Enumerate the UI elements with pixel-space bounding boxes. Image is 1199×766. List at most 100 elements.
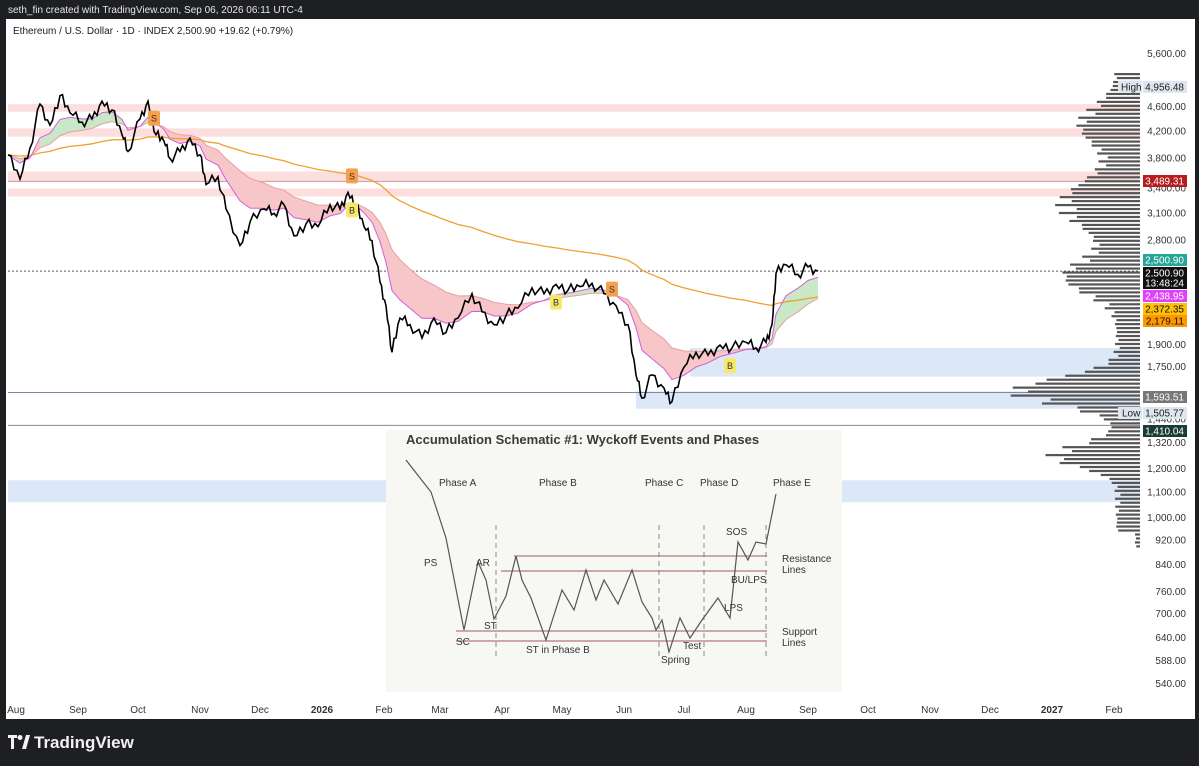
signal-label: B <box>553 297 559 307</box>
time-tick-label: Oct <box>130 705 146 716</box>
price-tag-box <box>1143 315 1187 327</box>
bear-band <box>250 178 264 209</box>
volume-bar <box>1093 235 1140 238</box>
volume-bar <box>1091 140 1140 143</box>
volume-bar <box>1104 307 1140 310</box>
signal-markers: S S B B S B <box>148 110 736 373</box>
volume-bar <box>1106 92 1140 96</box>
volume-bar <box>1046 378 1140 381</box>
volume-bar <box>1093 366 1140 369</box>
price-tag-value: 2,438.95 <box>1145 292 1184 303</box>
bear-band <box>472 295 482 312</box>
time-tick-label: Feb <box>1105 705 1123 716</box>
ema-slow-line <box>7 121 819 353</box>
bear-band <box>482 298 494 317</box>
volume-bar <box>1089 469 1140 473</box>
volume-bar <box>1116 76 1140 80</box>
volume-bar <box>1096 100 1140 103</box>
schematic-lines <box>405 459 777 658</box>
volume-bar <box>1109 477 1140 481</box>
time-tick-label: Oct <box>860 705 876 716</box>
price-axis: 5,600.00 4,600.00 4,200.00 3,800.00 3,400.00… <box>1147 49 1186 690</box>
price-tag-value: 2,179.11 <box>1146 317 1185 328</box>
high-label: High <box>1121 82 1142 93</box>
level-caption: Lines <box>782 565 806 576</box>
price-tag-value: 1,410.04 <box>1145 427 1184 438</box>
tradingview-logo[interactable]: TradingView <box>8 733 134 753</box>
bear-band <box>410 269 422 319</box>
event-label: LPS <box>724 603 743 614</box>
high-label-box <box>1118 80 1142 93</box>
volume-bar <box>1091 438 1140 441</box>
volume-bar <box>1114 497 1140 500</box>
price-tag-box <box>1143 425 1187 437</box>
event-label: BU/LPS <box>731 575 767 586</box>
price-tick-label: 1,900.00 <box>1147 340 1186 351</box>
time-tick-label: Mar <box>431 705 449 716</box>
signal-badge <box>148 110 160 126</box>
event-label: ST <box>484 621 497 632</box>
volume-bar <box>1118 509 1140 512</box>
series-lines <box>7 93 819 406</box>
volume-bar <box>1105 434 1140 437</box>
bull-band <box>798 280 808 312</box>
volume-bar <box>1076 207 1140 211</box>
high-marker: High 4,956.48 <box>1118 80 1187 93</box>
volume-bar <box>1094 168 1140 171</box>
volume-bar <box>1055 203 1140 207</box>
price-tick-label: 3,800.00 <box>1147 153 1186 164</box>
price-tick-label: 920.00 <box>1155 535 1186 546</box>
volume-bar <box>1116 319 1140 322</box>
phase-label: Phase B <box>539 478 577 489</box>
phase-label: Phase C <box>645 478 683 489</box>
event-label: SOS <box>726 527 747 538</box>
volume-bar <box>1085 136 1140 139</box>
event-label: PS <box>424 558 438 569</box>
price-line <box>7 93 819 406</box>
signal-badge <box>606 281 618 297</box>
bear-band <box>400 259 410 309</box>
volume-bar <box>1117 517 1140 520</box>
signal-label: B <box>727 361 733 371</box>
time-tick-label: Jun <box>616 705 632 716</box>
schematic-title: Accumulation Schematic #1: Wyckoff Event… <box>406 432 759 447</box>
level-caption: Support <box>782 627 817 638</box>
bear-band <box>330 205 340 216</box>
bear-band <box>434 284 446 324</box>
volume-bar <box>1108 362 1140 365</box>
price-tag: 2,372.35 <box>1143 303 1187 316</box>
volume-bar <box>1088 231 1140 234</box>
price-tag-box <box>1143 277 1187 289</box>
volume-bar <box>1116 327 1140 330</box>
volume-profile <box>1010 73 1140 548</box>
volume-bar <box>1041 402 1140 405</box>
buy-signal: B <box>346 202 358 218</box>
bear-band <box>386 234 392 291</box>
time-tick-label: Sep <box>799 705 817 716</box>
volume-bar <box>1059 196 1140 199</box>
volume-bar <box>1100 104 1140 107</box>
volume-bar <box>1120 493 1140 496</box>
signal-badge <box>346 202 358 218</box>
volume-bar <box>1116 525 1140 528</box>
volume-bar <box>1095 112 1140 115</box>
price-tag: 2,500.90 <box>1143 254 1187 267</box>
volume-bar <box>1066 275 1140 278</box>
volume-bar <box>1078 287 1140 290</box>
price-tick-label: 700.00 <box>1155 609 1186 620</box>
volume-bar <box>1095 295 1140 298</box>
volume-bar <box>1091 144 1140 147</box>
volume-bar <box>1110 422 1140 425</box>
volume-bar <box>1107 156 1140 159</box>
bear-band <box>642 322 652 359</box>
price-tag-box <box>1143 290 1187 302</box>
phase-label: Phase A <box>439 478 477 489</box>
volume-bar <box>1082 227 1140 230</box>
volume-bar <box>1068 283 1140 286</box>
volume-bar <box>1114 323 1140 326</box>
volume-bar <box>1118 529 1140 532</box>
time-tick-label: Nov <box>921 705 939 716</box>
volume-bar <box>1062 271 1140 274</box>
volume-bar <box>1109 303 1140 306</box>
